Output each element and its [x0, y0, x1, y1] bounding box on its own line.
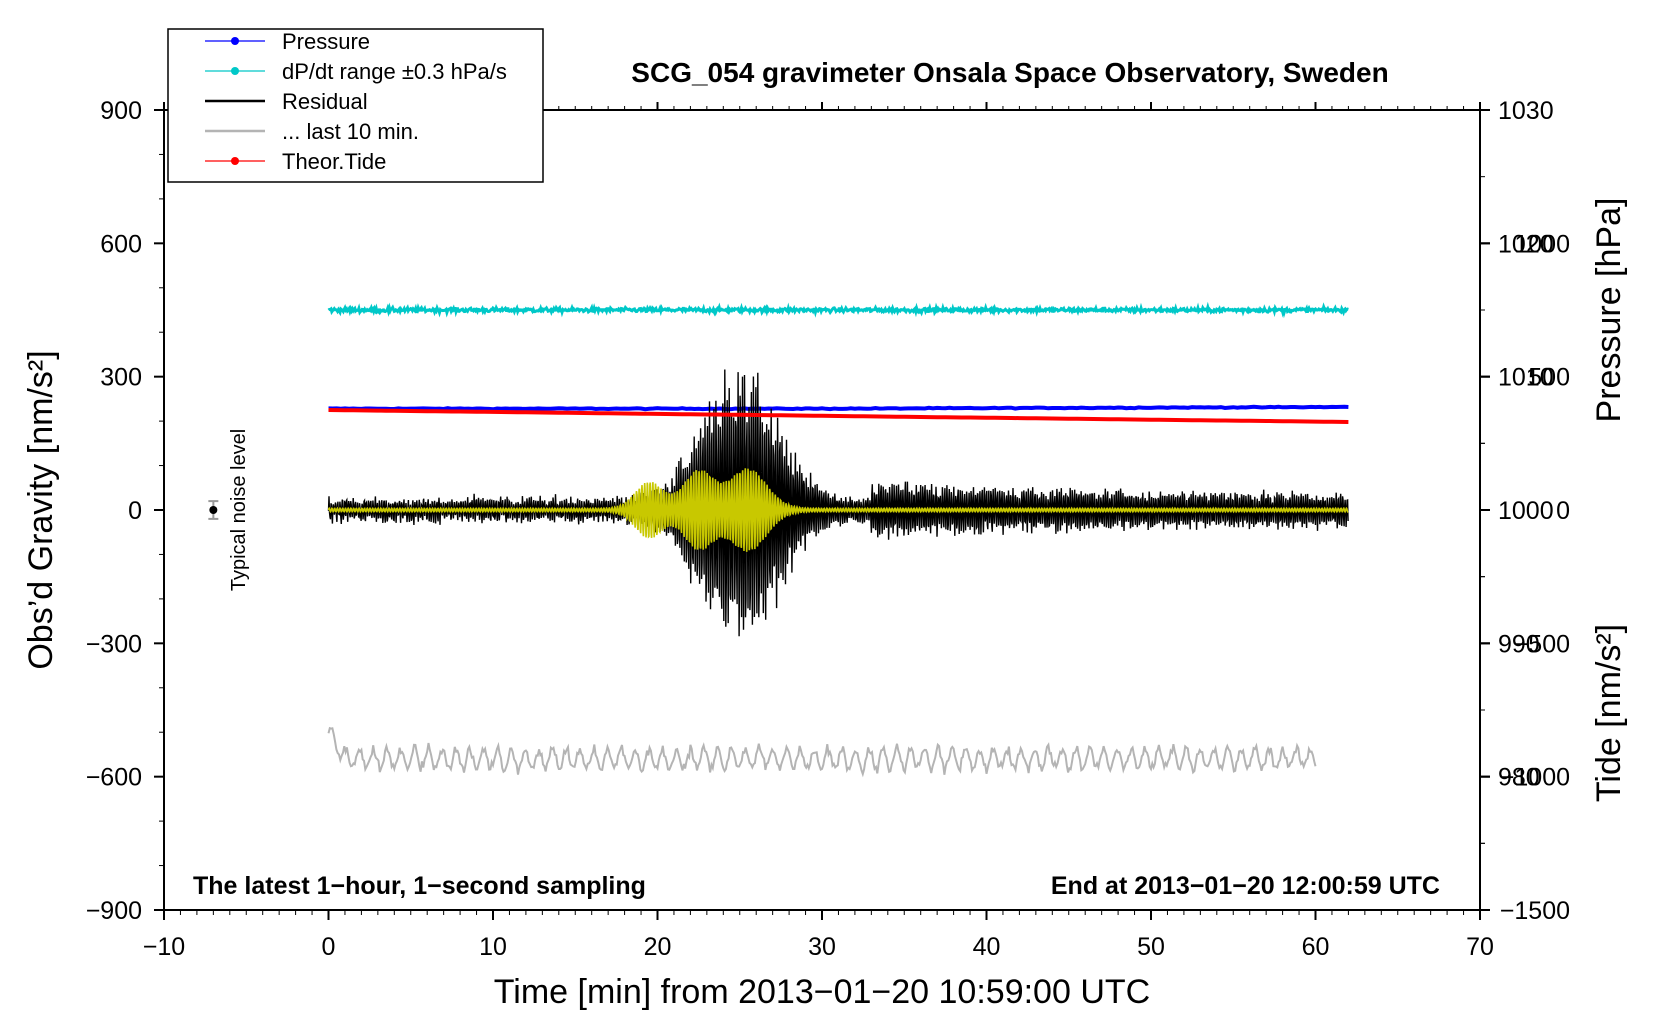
y-pressure-tick-label: 1010 [1498, 364, 1554, 392]
legend-swatch-marker [231, 37, 239, 45]
x-tick-label: −10 [143, 933, 185, 961]
x-tick-label: 60 [1302, 933, 1330, 961]
last-10-min-series-line [327, 726, 1317, 778]
sampling-annotation: The latest 1−hour, 1−second sampling [193, 872, 646, 900]
y-tide-tick-label: 500 [1528, 364, 1570, 392]
y-left-tick-label: 300 [100, 364, 142, 392]
y-pressure-tick-label: 980 [1498, 764, 1540, 792]
legend-entry-label: dP/dt range ±0.3 hPa/s [282, 59, 507, 84]
y-pressure-tick-label: 1020 [1498, 230, 1554, 258]
x-tick-label: 40 [973, 933, 1001, 961]
y-left-tick-label: 600 [100, 230, 142, 258]
y-tide-tick-label: −1500 [1500, 897, 1570, 925]
noise-level-label: Typical noise level [228, 429, 250, 591]
y-left-tick-label: −300 [86, 630, 142, 658]
legend-box [167, 28, 544, 183]
axis-ticks: −10 0 10 20 30 40 50 60 709006003000−300−600−900… [86, 97, 1570, 961]
legend-swatch-marker [231, 67, 239, 75]
legend-entry-label: Residual [282, 89, 368, 114]
x-axis-label: Time [min] from 2013−01−20 10:59:00 UTC [494, 973, 1150, 1011]
x-tick-label: 0 [322, 933, 336, 961]
dpdt-series-line [327, 301, 1349, 319]
y-tide-tick-label: −1000 [1500, 764, 1570, 792]
legend-entry-label: Pressure [282, 29, 370, 54]
y-pressure-tick-label: 1030 [1498, 97, 1554, 125]
surface-wave-overlay-line [327, 468, 1349, 552]
y-left-tick-label: 0 [128, 497, 142, 525]
legend-entry-label: Theor.Tide [282, 149, 386, 174]
y-tide-tick-label: 1000 [1514, 230, 1570, 258]
x-tick-label: 70 [1466, 933, 1494, 961]
y-tide-tick-label: −500 [1514, 630, 1570, 658]
noise-level-point [209, 506, 218, 514]
y-pressure-tick-label: 990 [1498, 630, 1540, 658]
x-tick-label: 30 [808, 933, 836, 961]
y-axis-label-tide: Tide [nm/s²] [1590, 624, 1628, 802]
theor-tide-series-line [328, 408, 1349, 424]
residual-series-line [327, 369, 1349, 637]
y-left-tick-label: −600 [86, 764, 142, 792]
y-left-tick-label: 900 [100, 97, 142, 125]
y-tide-tick-label: 0 [1556, 497, 1570, 525]
y-left-tick-label: −900 [86, 897, 142, 925]
legend-swatch-marker [231, 157, 239, 165]
x-tick-label: 50 [1137, 933, 1165, 961]
y-pressure-tick-label: 1000 [1498, 497, 1554, 525]
x-tick-label: 10 [479, 933, 507, 961]
chart-title: SCG_054 gravimeter Onsala Space Observat… [631, 57, 1388, 88]
data-series [208, 301, 1349, 778]
pressure-series-line [328, 404, 1349, 412]
end-time-annotation: End at 2013−01−20 12:00:59 UTC [1051, 872, 1440, 900]
x-tick-label: 20 [644, 933, 672, 961]
legend-entry-label: ... last 10 min. [282, 119, 419, 144]
y-axis-label-pressure: Pressure [hPa] [1590, 198, 1628, 423]
legend: Pressure dP/dt range ±0.3 hPa/s Residual..… [205, 29, 507, 174]
y-axis-label-left: Obs’d Gravity [nm/s²] [22, 350, 60, 669]
